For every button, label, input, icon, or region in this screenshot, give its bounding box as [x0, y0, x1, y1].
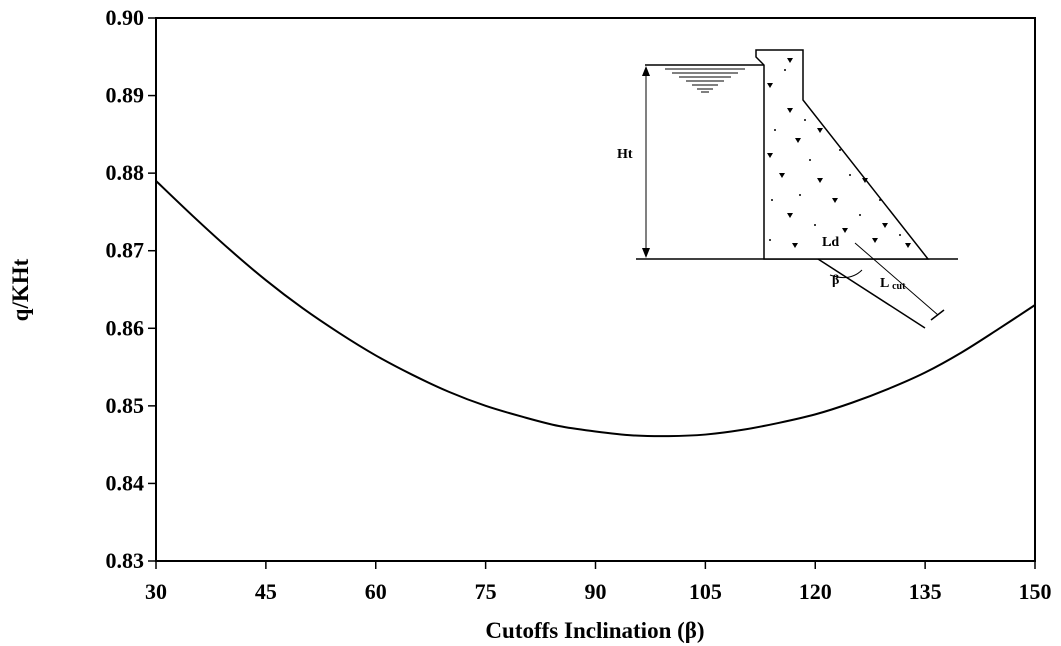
- dam-texture-mark: [784, 69, 786, 71]
- dam-texture-mark: [769, 239, 771, 241]
- dam-texture-mark: [771, 199, 773, 201]
- x-axis-title: Cutoffs Inclination (β): [485, 618, 704, 643]
- ht-arrow-bottom: [642, 248, 650, 258]
- water-hatching: [665, 69, 745, 92]
- x-tick-label: 30: [145, 579, 167, 604]
- lcut-main: L: [880, 276, 889, 291]
- dam-texture-mark: [809, 159, 811, 161]
- y-tick-label: 0.87: [106, 238, 145, 263]
- y-tick-label: 0.90: [106, 5, 145, 30]
- beta-label: β: [832, 273, 839, 288]
- dam-texture-mark: [849, 174, 851, 176]
- x-tick-label: 120: [799, 579, 832, 604]
- y-tick-label: 0.89: [106, 83, 145, 108]
- series-line: [156, 181, 1035, 436]
- y-tick-label: 0.83: [106, 548, 145, 573]
- x-tick-label: 45: [255, 579, 277, 604]
- dam-texture-mark: [814, 224, 816, 226]
- lcut-end-tick: [931, 310, 944, 320]
- x-tick-label: 135: [909, 579, 942, 604]
- dam-texture-mark: [899, 234, 901, 236]
- dam-texture-mark: [859, 214, 861, 216]
- x-axis: 30 45 60 75 90 105 120 135 150: [145, 561, 1052, 604]
- x-tick-label: 150: [1019, 579, 1052, 604]
- y-axis: 0.83 0.84 0.85 0.86 0.87 0.88 0.89 0.90: [106, 5, 157, 573]
- y-tick-label: 0.86: [106, 315, 145, 340]
- y-tick-label: 0.84: [106, 470, 145, 495]
- dam-texture-mark: [799, 194, 801, 196]
- lcut-label: L cut: [880, 276, 906, 292]
- y-tick-label: 0.88: [106, 160, 145, 185]
- dam-texture-mark: [879, 199, 881, 201]
- x-tick-label: 105: [689, 579, 722, 604]
- cutoff-line: [818, 259, 925, 328]
- y-axis-title: q/KHt: [8, 258, 33, 321]
- dam-texture-mark: [804, 119, 806, 121]
- y-tick-label: 0.85: [106, 393, 145, 418]
- ht-arrow-top: [642, 66, 650, 76]
- dam-texture-mark: [774, 129, 776, 131]
- ht-label: Ht: [617, 147, 633, 162]
- x-tick-label: 75: [475, 579, 497, 604]
- ld-label: Ld: [822, 235, 839, 250]
- lcut-sub: cut: [892, 281, 906, 292]
- x-tick-label: 60: [365, 579, 387, 604]
- inset-dam-diagram: Ht β L cut Ld: [617, 50, 958, 328]
- dam-texture-mark: [839, 149, 841, 151]
- dam-body: [756, 50, 928, 259]
- x-tick-label: 90: [585, 579, 607, 604]
